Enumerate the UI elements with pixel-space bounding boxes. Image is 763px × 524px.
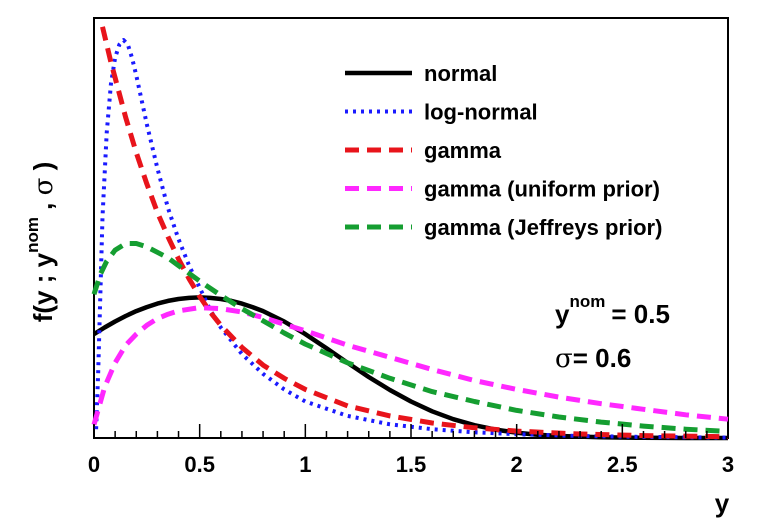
- x-tick-label: 2.5: [607, 452, 638, 477]
- ynom-annotation: ynom = 0.5: [555, 292, 670, 329]
- x-tick-label: 1.5: [396, 452, 427, 477]
- x-tick-label: 0.5: [184, 452, 215, 477]
- series-line-gamma: [100, 26, 729, 440]
- legend-label: gamma: [424, 138, 502, 163]
- x-tick-label: 2: [511, 452, 523, 477]
- curves-group: [91, 26, 729, 441]
- sigma-symbol: σ: [555, 344, 573, 374]
- sigma-annotation: σ= 0.6: [555, 343, 631, 374]
- parameter-annotation: ynom = 0.5 σ= 0.6: [555, 292, 670, 374]
- legend-label: gamma (uniform prior): [424, 177, 660, 202]
- x-tick-label: 1: [299, 452, 311, 477]
- ynom-value: = 0.5: [611, 299, 670, 329]
- legend: normal log-normal gamma gamma (uniform prio…: [345, 61, 662, 240]
- y-axis-title-post: ): [28, 162, 58, 178]
- ynom-sup: nom: [569, 292, 605, 311]
- y-axis-title-pre: f(y ; y: [28, 252, 58, 322]
- y-axis-title-mid: ,: [28, 195, 58, 217]
- x-tick-label: 0: [88, 452, 100, 477]
- y-axis-title-sigma: σ: [29, 178, 59, 196]
- ynom-base: y: [555, 299, 570, 329]
- ticks-group: 0 0.5 1 1.5 2 2.5 3: [88, 424, 734, 477]
- series-line-gamma-jeffreys-prior: [91, 241, 729, 434]
- x-axis-title: y: [715, 488, 730, 518]
- series-line-gamma-uniform-prior: [91, 305, 729, 426]
- x-tick-label: 3: [722, 452, 734, 477]
- sigma-value: = 0.6: [573, 343, 632, 373]
- y-axis-title-sup: nom: [23, 217, 42, 253]
- y-axis-title: f(y ; ynom , σ ): [23, 162, 59, 323]
- legend-label: normal: [424, 61, 497, 86]
- legend-label: gamma (Jeffreys prior): [424, 215, 662, 240]
- legend-label: log-normal: [424, 100, 538, 125]
